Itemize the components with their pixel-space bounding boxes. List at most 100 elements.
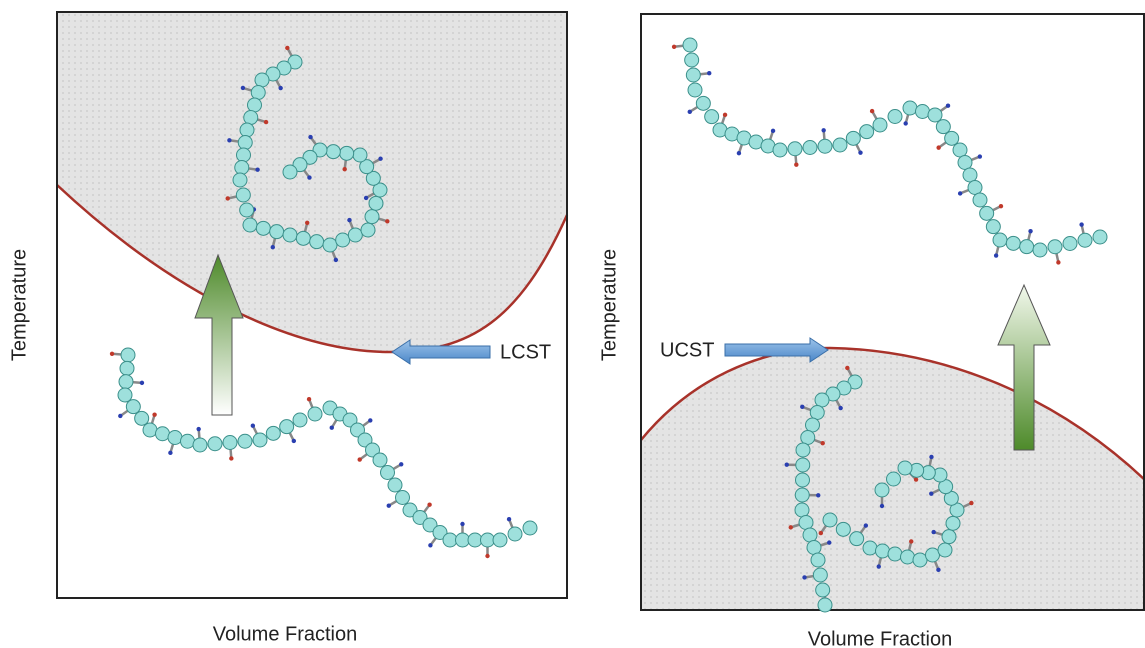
bead	[239, 202, 255, 218]
bead	[307, 406, 323, 422]
atom	[427, 502, 432, 507]
bead	[944, 130, 960, 146]
bead	[800, 430, 816, 445]
lcst-panel: LCST Volume Fraction Temperature	[8, 11, 569, 645]
bead	[795, 472, 810, 488]
two-phase-region	[57, 12, 567, 352]
bead	[402, 502, 418, 518]
atom	[278, 85, 283, 91]
bead	[222, 435, 238, 450]
bead	[167, 430, 183, 445]
ucst-label: UCST	[660, 339, 714, 361]
atom	[225, 196, 230, 201]
bead	[279, 419, 295, 435]
bead	[234, 160, 250, 175]
bead	[1047, 239, 1063, 255]
y-axis-label: Temperature	[598, 249, 620, 361]
bead	[232, 172, 248, 188]
bead	[292, 412, 308, 428]
bead	[814, 392, 830, 408]
atom	[909, 539, 914, 544]
bead	[1062, 236, 1078, 251]
x-axis-label: Volume Fraction	[808, 628, 953, 648]
atom	[707, 71, 712, 76]
atom	[1079, 222, 1084, 227]
bead	[817, 138, 833, 154]
bead	[247, 97, 262, 113]
bead	[972, 192, 988, 208]
bead	[360, 222, 376, 238]
bead	[862, 540, 878, 556]
bead	[155, 426, 170, 442]
bead	[945, 515, 961, 531]
atom	[485, 553, 490, 559]
bead	[243, 110, 259, 125]
bead	[802, 140, 818, 155]
atom	[818, 530, 824, 536]
bead	[772, 142, 788, 158]
bead	[368, 195, 384, 211]
bead	[849, 531, 865, 547]
atom	[1028, 228, 1033, 234]
atom	[399, 462, 404, 467]
bead	[142, 422, 158, 438]
atom	[722, 112, 728, 118]
bead	[365, 170, 381, 186]
bead	[937, 542, 953, 558]
binodal-curve	[640, 346, 1145, 481]
bead	[350, 422, 365, 438]
ucst-arrow	[724, 337, 829, 363]
bead	[359, 159, 375, 175]
bead	[352, 147, 368, 163]
bead	[874, 482, 890, 498]
bead	[687, 82, 703, 98]
bead	[1005, 235, 1021, 251]
bead	[347, 227, 363, 243]
bead	[387, 477, 403, 493]
atom	[736, 150, 742, 156]
bead	[859, 124, 875, 140]
atom	[363, 195, 369, 201]
atom	[816, 493, 821, 498]
bead	[372, 182, 388, 198]
x-axis-label: Volume Fraction	[213, 623, 358, 645]
bead	[282, 227, 298, 243]
bead	[442, 532, 458, 548]
bead	[684, 52, 700, 68]
bead	[798, 515, 814, 530]
bead	[372, 452, 388, 468]
bead	[237, 135, 253, 150]
atom	[863, 523, 869, 528]
bead	[269, 224, 285, 240]
bead	[380, 465, 395, 480]
y-axis-label: Temperature	[8, 249, 30, 361]
atom	[109, 351, 115, 357]
bead	[925, 547, 940, 563]
bead	[119, 360, 135, 376]
atom	[879, 503, 885, 509]
bead	[962, 167, 978, 183]
bead	[967, 180, 983, 195]
bead	[941, 529, 957, 545]
atom	[929, 454, 934, 460]
bead	[915, 104, 930, 119]
bead	[886, 471, 901, 487]
atom	[307, 175, 312, 180]
atom	[118, 413, 123, 419]
atom	[998, 203, 1004, 209]
bead	[900, 549, 915, 565]
atom	[342, 167, 347, 172]
bead	[422, 517, 438, 533]
atom	[240, 85, 246, 91]
bead	[912, 552, 928, 568]
bead	[357, 432, 373, 448]
binodal-curve	[56, 184, 569, 354]
polymer-chains	[109, 45, 538, 559]
bead	[952, 142, 968, 158]
bead	[295, 230, 311, 246]
atom	[250, 423, 256, 428]
atom	[903, 121, 908, 126]
atom	[770, 128, 776, 134]
atom	[227, 138, 232, 143]
